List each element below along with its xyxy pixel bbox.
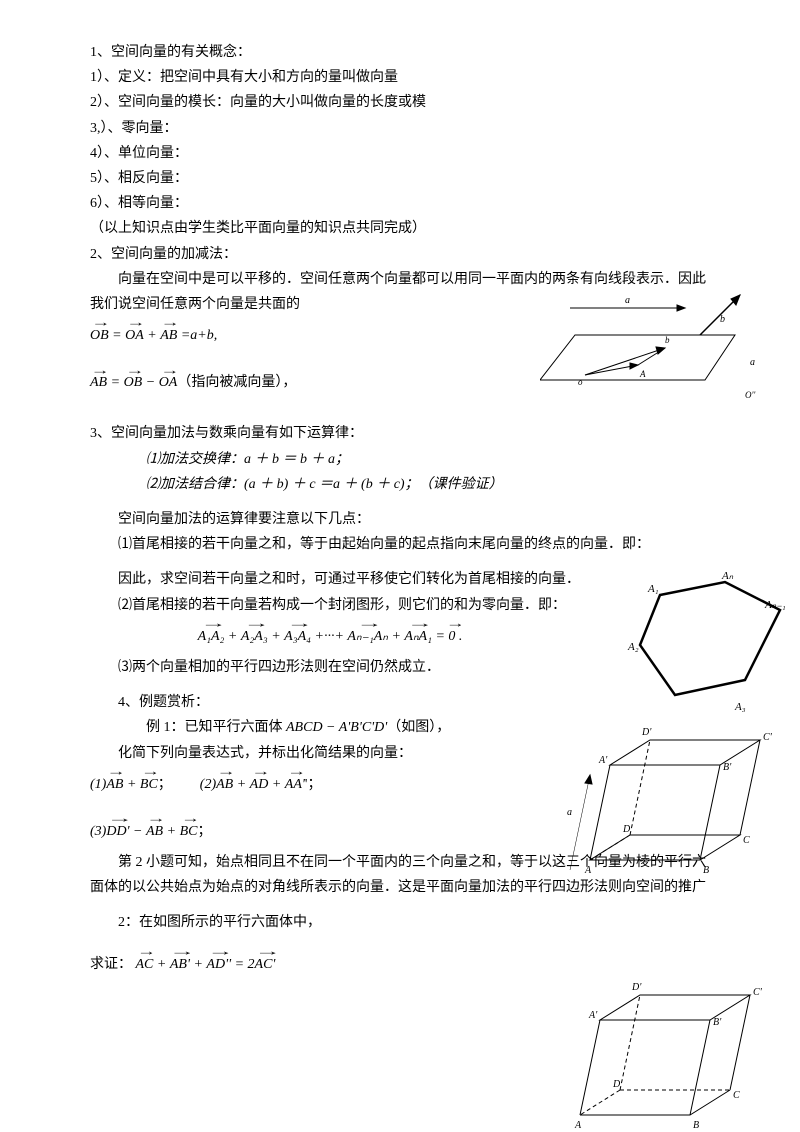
svg-text:a: a [567, 807, 572, 818]
svg-text:a: a [750, 357, 755, 368]
svg-text:B': B' [713, 1017, 722, 1028]
line-head-tail: ⑴首尾相接的若干向量之和，等于由起始向量的起点指向末尾向量的终点的向量．即： [90, 532, 710, 557]
svg-text:C: C [733, 1090, 740, 1101]
svg-text:b: b [665, 335, 670, 345]
svg-text:Aₙ₋₁: Aₙ₋₁ [764, 599, 786, 611]
svg-text:B: B [693, 1120, 699, 1130]
line-associative: ⑵加法结合律：(a ＋ b) ＋ c ＝a ＋ (b ＋ c)；（课件验证） [90, 472, 710, 497]
svg-text:a: a [625, 295, 630, 306]
svg-text:Aₙ: Aₙ [721, 570, 734, 582]
svg-text:A₃: A₃ [734, 701, 746, 713]
line-conclusion: 第 2 小题可知，始点相同且不在同一个平面内的三个向量之和，等于以这三个向量为棱… [90, 850, 710, 900]
svg-text:D: D [612, 1079, 621, 1090]
figure-cube2: A B C D A' B' C' D' [555, 970, 765, 1130]
svg-text:C': C' [753, 987, 763, 998]
line-notice: 空间向量加法的运算律要注意以下几点： [90, 507, 710, 532]
line-example-header: 4、例题赏析： [90, 690, 710, 715]
line-unit: 4）、单位向量： [90, 141, 710, 166]
line-therefore: 因此，求空间若干向量之和时，可通过平移使它们转化为首尾相接的向量． [90, 567, 710, 592]
svg-text:o: o [578, 377, 583, 387]
svg-text:C': C' [763, 732, 773, 743]
line-laws: 3、空间向量加法与数乘向量有如下运算律： [90, 421, 710, 446]
svg-text:A: A [639, 369, 646, 379]
line-simplify: 化简下列向量表达式，并标出化简结果的向量： [90, 741, 710, 766]
line-equal: 6）、相等向量： [90, 191, 710, 216]
line-addsub: 2、空间向量的加减法： [90, 242, 710, 267]
svg-text:C: C [743, 835, 750, 846]
formula-chain: A₁A₂ + A₂A₃ + A₃A₄ +···+ Aₙ₋₁Aₙ + AₙA₁ =… [90, 618, 710, 655]
line-zero: 3,）、零向量： [90, 116, 710, 141]
figure-plane: a b a o A b O'' [540, 290, 770, 420]
line-def: 1）、定义：把空间中具有大小和方向的量叫做向量 [90, 65, 710, 90]
line-ex1: 例 1：已知平行六面体 ABCD − A'B'C'D'（如图）， [90, 715, 710, 740]
line-note: （以上知识点由学生类比平面向量的知识点共同完成） [90, 216, 710, 241]
line-opposite: 5）、相反向量： [90, 166, 710, 191]
svg-text:O'': O'' [745, 390, 756, 400]
svg-text:b: b [720, 314, 725, 325]
line-commutative: ⑴加法交换律：a ＋ b ＝ b ＋ a； [90, 447, 710, 472]
svg-text:B': B' [723, 762, 732, 773]
svg-text:A: A [574, 1120, 582, 1130]
line-ex2: 2：在如图所示的平行六面体中， [90, 910, 710, 935]
line-mod: 2）、空间向量的模长：向量的大小叫做向量的长度或模 [90, 90, 710, 115]
line-concept-header: 1、空间向量的有关概念： [90, 40, 710, 65]
svg-text:A': A' [588, 1010, 598, 1021]
line-parallelogram-rule: ⑶两个向量相加的平行四边形法则在空间仍然成立． [90, 655, 710, 680]
svg-text:D': D' [631, 982, 642, 993]
svg-text:A₂: A₂ [627, 641, 639, 653]
svg-text:D: D [622, 824, 631, 835]
